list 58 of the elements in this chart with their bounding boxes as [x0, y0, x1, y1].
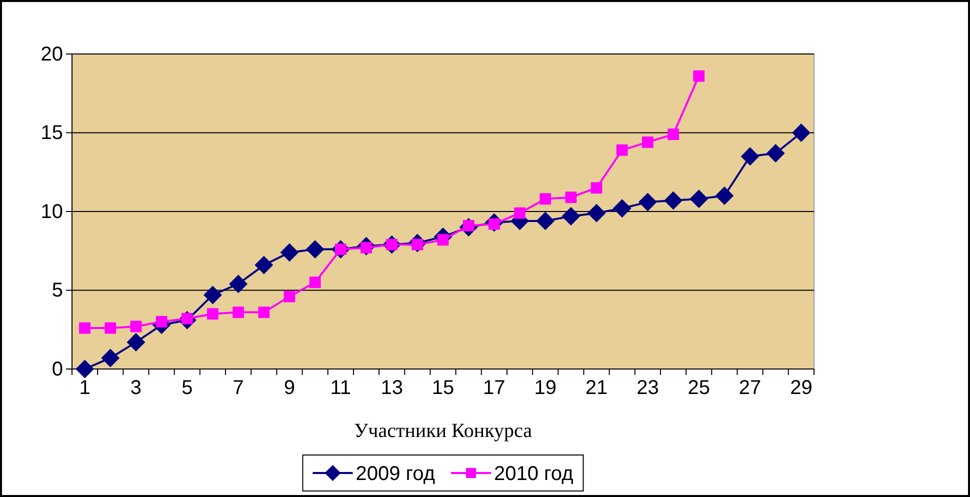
point: [232, 306, 244, 318]
point: [280, 243, 299, 262]
x-tick-label: 5: [182, 377, 193, 399]
point: [766, 144, 785, 162]
point: [514, 207, 526, 219]
point: [587, 204, 606, 222]
x-tick-label: 27: [738, 377, 762, 399]
point: [229, 274, 248, 294]
point: [565, 192, 577, 204]
y-tick-label: 0: [52, 358, 63, 380]
y-tick-label: 15: [40, 122, 63, 144]
point: [284, 290, 296, 302]
point: [792, 124, 810, 142]
point: [638, 192, 657, 212]
y-tick-label: 20: [40, 43, 63, 66]
legend-label: 2010 год: [494, 463, 574, 485]
point: [76, 360, 94, 378]
x-axis-title: Участники Конкурса: [354, 420, 532, 442]
point: [616, 144, 628, 156]
point: [126, 333, 146, 352]
point: [668, 128, 679, 140]
point: [540, 193, 552, 205]
x-tick-label: 19: [534, 377, 556, 399]
x-tick-label: 9: [284, 377, 296, 399]
x-tick-label: 7: [232, 377, 244, 399]
x-tick-label: 15: [432, 377, 454, 399]
point: [306, 240, 324, 259]
point: [254, 256, 274, 274]
point: [740, 147, 760, 166]
point: [715, 186, 734, 205]
point: [130, 320, 142, 332]
point: [612, 199, 632, 218]
point: [204, 286, 222, 304]
point: [104, 322, 116, 334]
point: [642, 136, 654, 148]
legend-label: 2009 год: [356, 463, 436, 485]
x-tick-label: 11: [330, 377, 352, 399]
point: [562, 207, 580, 226]
y-tick-label: 5: [52, 280, 63, 302]
point: [309, 276, 321, 288]
point: [536, 212, 555, 230]
point: [79, 322, 90, 334]
x-tick-label: 17: [483, 377, 506, 399]
point: [590, 182, 602, 194]
point: [207, 308, 218, 320]
x-tick-label: 3: [130, 377, 142, 399]
x-tick-label: 1: [79, 377, 90, 399]
x-tick-label: 13: [380, 377, 403, 399]
x-tick-label: 25: [688, 377, 710, 399]
point: [693, 70, 705, 82]
point: [664, 191, 682, 210]
point: [690, 190, 708, 208]
x-tick-label: 21: [585, 377, 608, 399]
x-tick-label: 23: [636, 377, 659, 399]
point: [101, 348, 120, 368]
x-tick-label: 29: [790, 377, 812, 399]
y-tick-label: 10: [40, 200, 63, 223]
point: [258, 306, 270, 318]
